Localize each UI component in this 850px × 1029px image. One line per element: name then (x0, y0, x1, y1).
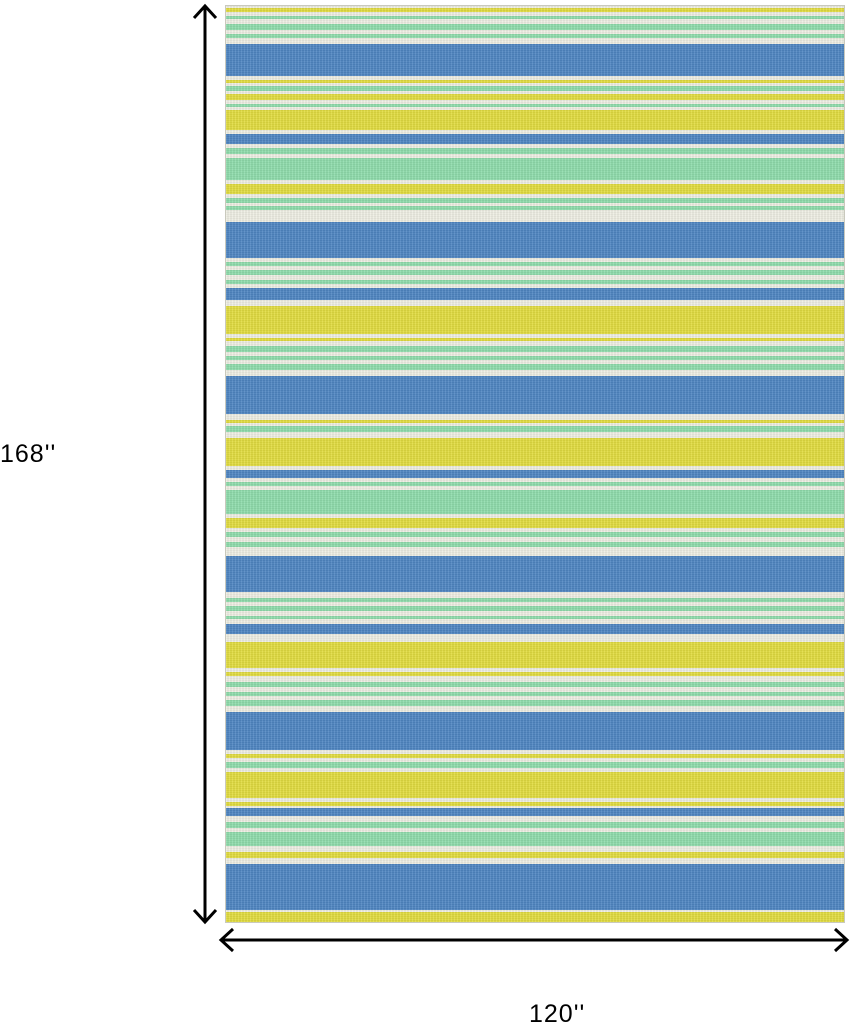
rug-stripe-blue (226, 44, 844, 76)
rug-stripe-yellow (226, 8, 844, 12)
rug-stripe-green (226, 832, 844, 846)
rug-stripe-green (226, 24, 844, 30)
rug-stripe-green (226, 692, 844, 696)
rug-stripe-green (226, 198, 844, 203)
rug-stripe-green (226, 490, 844, 514)
rug-stripe-green (226, 346, 844, 352)
rug-stripe-green (226, 34, 844, 38)
rug-stripe-yellow (226, 306, 844, 334)
rug-stripe-yellow (226, 80, 844, 83)
rug-stripe-blue (226, 808, 844, 816)
rug-stripe-green (226, 532, 844, 537)
rug-stripe-green (226, 606, 844, 611)
rug-stripe-green (226, 280, 844, 284)
rug-stripe-yellow (226, 94, 844, 100)
rug-stripe-blue (226, 288, 844, 300)
height-dimension-arrow (192, 3, 218, 925)
rug-stripe-green (226, 762, 844, 768)
width-label: 120'' (529, 1000, 586, 1028)
rug-stripe-yellow (226, 110, 844, 130)
rug-stripe-green (226, 616, 844, 619)
rug-stripe-yellow (226, 184, 844, 194)
rug-stripe-blue (226, 864, 844, 910)
rug-stripe-green (226, 364, 844, 370)
rug-stripe-yellow (226, 772, 844, 798)
rug-stripe-green (226, 822, 844, 828)
rug-stripe-green (226, 148, 844, 154)
rug-stripe-blue (226, 222, 844, 258)
rug-stripe-yellow (226, 912, 844, 922)
rug-stripe-green (226, 700, 844, 706)
rug-stripe-green (226, 86, 844, 91)
rug-stripe-green (226, 682, 844, 687)
striped-rug-image (226, 6, 844, 922)
rug-stripe-blue (226, 712, 844, 750)
rug-stripe-yellow (226, 754, 844, 758)
rug-stripe-green (226, 542, 844, 547)
rug-stripe-blue (226, 556, 844, 592)
rug-stripe-green (226, 104, 844, 107)
rug-stripe-green (226, 598, 844, 602)
rug-stripe-green (226, 426, 844, 432)
rug-stripe-blue (226, 134, 844, 144)
rug-stripe-green (226, 270, 844, 275)
rug-stripe-yellow (226, 338, 844, 341)
rug-stripe-blue (226, 470, 844, 478)
rug-stripe-green (226, 206, 844, 210)
rug-stripe-yellow (226, 852, 844, 858)
rug-stripe-green (226, 356, 844, 360)
rug-stripe-green (226, 262, 844, 266)
rug-stripe-green (226, 158, 844, 180)
rug-stripe-green (226, 16, 844, 19)
rug-stripe-blue (226, 624, 844, 634)
height-label: 168'' (0, 440, 57, 468)
rug-stripe-yellow (226, 642, 844, 668)
rug-stripe-yellow (226, 672, 844, 676)
rug-stripe-green (226, 482, 844, 486)
width-dimension-arrow (218, 927, 850, 953)
rug-stripe-yellow (226, 802, 844, 806)
rug-stripe-yellow (226, 438, 844, 466)
rug-stripe-yellow (226, 518, 844, 528)
rug-stripe-blue (226, 376, 844, 414)
rug-stripe-yellow (226, 420, 844, 423)
